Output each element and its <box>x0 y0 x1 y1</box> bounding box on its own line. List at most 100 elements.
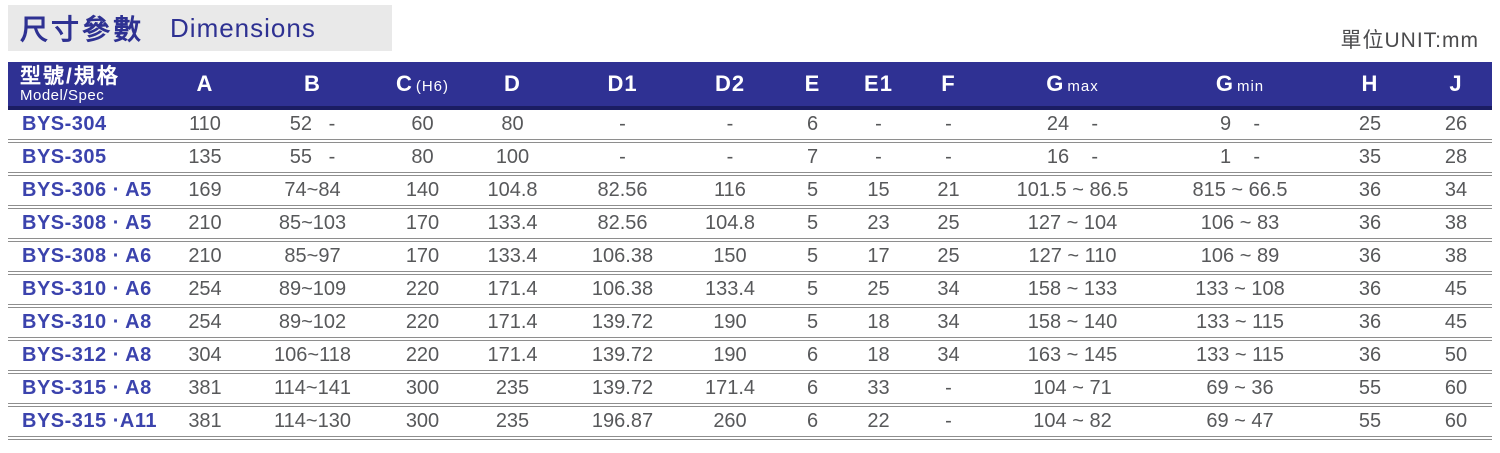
value-cell: 158 ~ 133 <box>985 273 1160 308</box>
value-cell: 34 <box>1420 174 1492 209</box>
model-cell: BYS-310 · A6 <box>8 273 170 308</box>
value-cell: - <box>912 372 985 407</box>
value-cell: 190 <box>680 339 780 374</box>
model-cell: BYS-308 · A5 <box>8 207 170 242</box>
value-cell: 16 - <box>985 141 1160 176</box>
value-cell: 25 <box>845 273 912 308</box>
value-cell: 220 <box>385 306 460 341</box>
value-cell: 35 <box>1320 141 1420 176</box>
model-cell: BYS-310 · A8 <box>8 306 170 341</box>
table-row: BYS-315 ·A11 381 114~130 300 235 196.87 260 6 22… <box>8 405 1492 440</box>
model-cell: BYS-306 · A5 <box>8 174 170 209</box>
value-cell: 55 <box>1320 372 1420 407</box>
value-cell: 106.38 <box>565 240 680 275</box>
value-cell: 133 ~ 115 <box>1160 339 1320 374</box>
column-header-型號-規格model-spec: 型號/規格 Model/Spec <box>8 62 170 110</box>
value-cell: 139.72 <box>565 306 680 341</box>
value-cell: 60 <box>385 108 460 143</box>
value-cell: 220 <box>385 339 460 374</box>
value-cell: 190 <box>680 306 780 341</box>
table-row: BYS-306 · A5 169 74~84 140 104.8 82.56 116 5 15 2… <box>8 174 1492 209</box>
value-cell: 25 <box>1320 108 1420 143</box>
value-cell: 104.8 <box>680 207 780 242</box>
value-cell: 6 <box>780 372 845 407</box>
value-cell: 5 <box>780 207 845 242</box>
value-cell: 110 <box>170 108 240 143</box>
value-cell: 36 <box>1320 273 1420 308</box>
value-cell: 74~84 <box>240 174 385 209</box>
value-cell: 85~103 <box>240 207 385 242</box>
value-cell: 171.4 <box>460 273 565 308</box>
value-cell: 139.72 <box>565 372 680 407</box>
value-cell: 114~130 <box>240 405 385 440</box>
value-cell: 55 - <box>240 141 385 176</box>
column-header-d2: D2 <box>680 62 780 110</box>
value-cell: 300 <box>385 405 460 440</box>
value-cell: 33 <box>845 372 912 407</box>
value-cell: 80 <box>385 141 460 176</box>
value-cell: 89~102 <box>240 306 385 341</box>
value-cell: 52 - <box>240 108 385 143</box>
value-cell: 104.8 <box>460 174 565 209</box>
value-cell: 36 <box>1320 240 1420 275</box>
value-cell: 171.4 <box>460 339 565 374</box>
column-header-b: B <box>240 62 385 110</box>
value-cell: 235 <box>460 405 565 440</box>
model-cell: BYS-305 <box>8 141 170 176</box>
value-cell: 6 <box>780 108 845 143</box>
value-cell: 15 <box>845 174 912 209</box>
value-cell: 171.4 <box>460 306 565 341</box>
value-cell: 104 ~ 71 <box>985 372 1160 407</box>
value-cell: 381 <box>170 372 240 407</box>
value-cell: 139.72 <box>565 339 680 374</box>
column-header-e1: E1 <box>845 62 912 110</box>
column-header-d1: D1 <box>565 62 680 110</box>
value-cell: 34 <box>912 306 985 341</box>
model-cell: BYS-304 <box>8 108 170 143</box>
value-cell: 127 ~ 104 <box>985 207 1160 242</box>
value-cell: - <box>845 141 912 176</box>
value-cell: 170 <box>385 207 460 242</box>
value-cell: 133.4 <box>460 207 565 242</box>
value-cell: 169 <box>170 174 240 209</box>
model-cell: BYS-315 · A8 <box>8 372 170 407</box>
value-cell: - <box>912 108 985 143</box>
value-cell: 45 <box>1420 306 1492 341</box>
column-header-c-h6-: C (H6) <box>385 62 460 110</box>
value-cell: 104 ~ 82 <box>985 405 1160 440</box>
value-cell: 101.5 ~ 86.5 <box>985 174 1160 209</box>
column-header-a: A <box>170 62 240 110</box>
value-cell: 25 <box>912 240 985 275</box>
value-cell: 260 <box>680 405 780 440</box>
table-body: BYS-304 110 52 -60 80- -6- -24 -9 -25 26 BYS-30… <box>8 108 1492 440</box>
value-cell: 82.56 <box>565 207 680 242</box>
value-cell: 106 ~ 89 <box>1160 240 1320 275</box>
value-cell: 36 <box>1320 339 1420 374</box>
value-cell: 21 <box>912 174 985 209</box>
model-cell: BYS-308 · A6 <box>8 240 170 275</box>
value-cell: 26 <box>1420 108 1492 143</box>
table-row: BYS-310 · A6 254 89~109 220 171.4 106.38 133.4… <box>8 273 1492 308</box>
value-cell: 135 <box>170 141 240 176</box>
value-cell: 5 <box>780 174 845 209</box>
value-cell: 18 <box>845 306 912 341</box>
value-cell: 150 <box>680 240 780 275</box>
column-header-f: F <box>912 62 985 110</box>
value-cell: 300 <box>385 372 460 407</box>
table-row: BYS-315 · A8 381 114~141 300 235 139.72 171.4 6… <box>8 372 1492 407</box>
value-cell: 36 <box>1320 306 1420 341</box>
value-cell: 89~109 <box>240 273 385 308</box>
page-title-box: 尺寸參數 Dimensions <box>8 5 392 51</box>
value-cell: - <box>912 405 985 440</box>
value-cell: 254 <box>170 273 240 308</box>
value-cell: 38 <box>1420 207 1492 242</box>
unit-label: 單位UNIT:mm <box>1340 29 1479 52</box>
value-cell: 815 ~ 66.5 <box>1160 174 1320 209</box>
value-cell: 55 <box>1320 405 1420 440</box>
